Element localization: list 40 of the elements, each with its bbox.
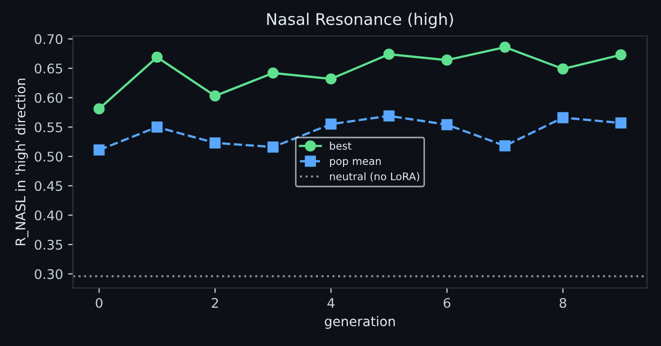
- point: [383, 48, 395, 60]
- point: [383, 110, 395, 122]
- y-tick-label: 0.35: [34, 240, 62, 250]
- x-axis-title: generation: [324, 316, 395, 329]
- point: [267, 67, 279, 79]
- point: [557, 112, 568, 124]
- y-tick-label: 0.40: [34, 210, 62, 220]
- point: [325, 118, 337, 130]
- point: [152, 52, 163, 63]
- x-tick-label: 4: [327, 298, 334, 308]
- point: [325, 73, 337, 84]
- y-tick-label: 0.55: [34, 122, 62, 132]
- legend-label: best: [330, 142, 352, 150]
- y-tick-label: 0.30: [34, 269, 62, 280]
- point: [441, 119, 453, 130]
- point: [557, 63, 568, 74]
- point: [152, 121, 163, 133]
- y-tick-label: 0.50: [34, 152, 62, 162]
- legend-label: neutral (no LoRA): [330, 172, 420, 182]
- y-tick-label: 0.45: [34, 181, 62, 191]
- y-tick-label: 0.65: [34, 64, 62, 74]
- y-tick-label: 0.70: [34, 34, 62, 44]
- point: [441, 54, 453, 66]
- point: [267, 141, 279, 153]
- point: [499, 140, 511, 152]
- point: [615, 49, 626, 60]
- y-tick-label: 0.60: [34, 92, 62, 103]
- x-tick-label: 8: [560, 298, 566, 308]
- point: [94, 144, 105, 156]
- point: [94, 103, 105, 114]
- point: [209, 137, 221, 148]
- x-tick-label: 0: [96, 298, 102, 308]
- legend-label: pop mean: [330, 159, 381, 168]
- y-axis-title: R_NASL in 'high' direction: [15, 78, 28, 246]
- chart-title: Nasal Resonance (high): [267, 12, 453, 28]
- x-tick-label: 2: [212, 298, 218, 308]
- point: [209, 90, 221, 102]
- point: [615, 117, 626, 128]
- point: [499, 42, 511, 53]
- x-tick-label: 6: [444, 298, 450, 308]
